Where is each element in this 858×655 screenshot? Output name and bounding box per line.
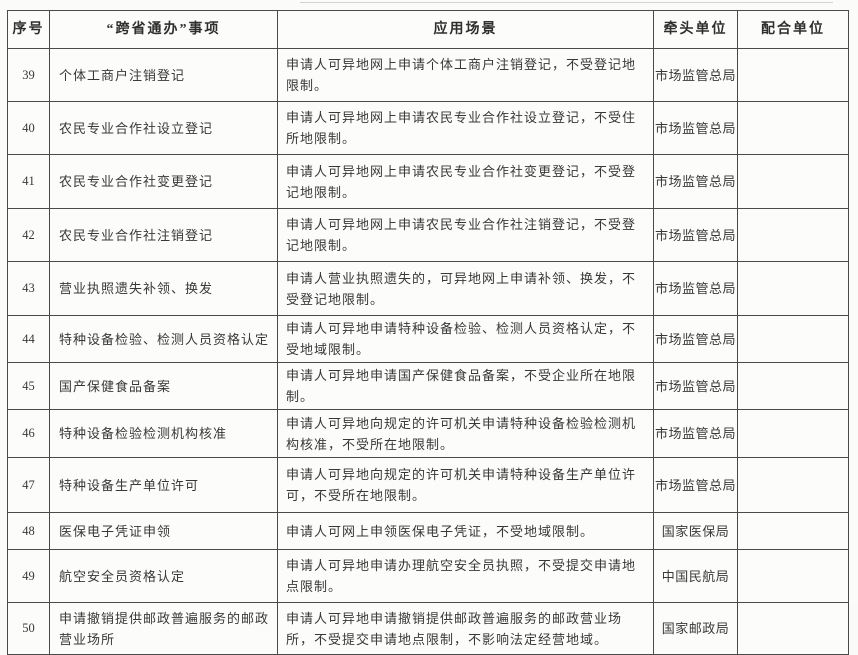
serial-number-cell: 39 [7,48,50,102]
service-item-cell: 特种设备检验、检测人员资格认定 [49,315,278,363]
support-unit-cell [737,48,849,102]
application-scenario-cell: 申请人可异地申请撤销提供邮政普遍服务的邮政营业场所，不受提交申请地点限制，不影响… [277,602,654,655]
support-unit-cell [737,602,849,655]
application-scenario-cell: 申请人可异地网上申请农民专业合作社设立登记，不受住所地限制。 [277,101,654,155]
lead-unit-cell: 国家邮政局 [653,602,738,655]
support-unit-cell [737,101,849,155]
service-item-cell: 医保电子凭证申领 [49,512,278,550]
serial-number-cell: 44 [7,315,50,363]
service-item-cell: 农民专业合作社注销登记 [49,208,278,262]
lead-unit-cell: 市场监管总局 [653,261,738,316]
serial-number-cell: 42 [7,208,50,262]
lead-unit-cell: 市场监管总局 [653,208,738,262]
serial-number-cell: 49 [7,549,50,603]
header-application-scenario: 应用场景 [277,10,654,49]
application-scenario-cell: 申请人可异地申请国产保健食品备案，不受企业所在地限制。 [277,362,654,410]
serial-number-cell: 46 [7,409,50,458]
support-unit-cell [737,549,849,603]
serial-number-cell: 41 [7,154,50,209]
application-scenario-cell: 申请人可异地网上申请农民专业合作社注销登记，不受登记地限制。 [277,208,654,262]
service-item-cell: 个体工商户注销登记 [49,48,278,102]
header-serial-number: 序号 [7,10,50,49]
header-row: 序号 “跨省通办”事项 应用场景 牵头单位 配合单位 [7,10,849,49]
support-unit-cell [737,512,849,550]
lead-unit-cell: 市场监管总局 [653,362,738,410]
lead-unit-cell: 市场监管总局 [653,101,738,155]
cross-province-services-table: 序号 “跨省通办”事项 应用场景 牵头单位 配合单位 39 个体工商户注销登记 申请… [7,10,849,655]
application-scenario-cell: 申请人可异地网上申请农民专业合作社变更登记，不受登记地限制。 [277,154,654,209]
table-row: 44 特种设备检验、检测人员资格认定 申请人可异地申请特种设备检验、检测人员资格认定… [7,315,849,363]
support-unit-cell [737,362,849,410]
service-item-cell: 国产保健食品备案 [49,362,278,410]
serial-number-cell: 43 [7,261,50,316]
table-row: 48 医保电子凭证申领 申请人可网上申领医保电子凭证，不受地域限制。 国家医保局 [7,512,849,550]
support-unit-cell [737,409,849,458]
serial-number-cell: 48 [7,512,50,550]
service-item-cell: 农民专业合作社设立登记 [49,101,278,155]
lead-unit-cell: 市场监管总局 [653,457,738,513]
service-item-cell: 航空安全员资格认定 [49,549,278,603]
application-scenario-cell: 申请人可网上申领医保电子凭证，不受地域限制。 [277,512,654,550]
serial-number-cell: 50 [7,602,50,655]
serial-number-cell: 47 [7,457,50,513]
support-unit-cell [737,457,849,513]
table-row: 47 特种设备生产单位许可 申请人可异地向规定的许可机关申请特种设备生产单位许可，不… [7,457,849,513]
support-unit-cell [737,208,849,262]
table-row: 42 农民专业合作社注销登记 申请人可异地网上申请农民专业合作社注销登记，不受登记地… [7,208,849,262]
lead-unit-cell: 市场监管总局 [653,409,738,458]
application-scenario-cell: 申请人可异地申请办理航空安全员执照，不受提交申请地点限制。 [277,549,654,603]
table-row: 45 国产保健食品备案 申请人可异地申请国产保健食品备案，不受企业所在地限制。 市场监… [7,362,849,410]
service-item-cell: 农民专业合作社变更登记 [49,154,278,209]
application-scenario-cell: 申请人可异地向规定的许可机关申请特种设备生产单位许可，不受所在地限制。 [277,457,654,513]
table-row: 46 特种设备检验检测机构核准 申请人可异地向规定的许可机关申请特种设备检验检测机构… [7,409,849,458]
lead-unit-cell: 市场监管总局 [653,48,738,102]
table-row: 43 营业执照遗失补领、换发 申请人营业执照遗失的，可异地网上申请补领、换发，不受登… [7,261,849,316]
serial-number-cell: 45 [7,362,50,410]
table-row: 49 航空安全员资格认定 申请人可异地申请办理航空安全员执照，不受提交申请地点限制。… [7,549,849,603]
serial-number-cell: 40 [7,101,50,155]
header-service-item: “跨省通办”事项 [49,10,278,49]
header-lead-unit: 牵头单位 [653,10,738,49]
application-scenario-cell: 申请人可异地申请特种设备检验、检测人员资格认定，不受地域限制。 [277,315,654,363]
application-scenario-cell: 申请人可异地网上申请个体工商户注销登记，不受登记地限制。 [277,48,654,102]
previous-row-border-remnant [300,2,833,3]
lead-unit-cell: 市场监管总局 [653,315,738,363]
support-unit-cell [737,154,849,209]
service-item-cell: 特种设备检验检测机构核准 [49,409,278,458]
table-row: 39 个体工商户注销登记 申请人可异地网上申请个体工商户注销登记，不受登记地限制。市… [7,48,849,102]
scanned-document-page: 序号 “跨省通办”事项 应用场景 牵头单位 配合单位 39 个体工商户注销登记 申请… [7,2,849,655]
application-scenario-cell: 申请人营业执照遗失的，可异地网上申请补领、换发，不受登记地限制。 [277,261,654,316]
lead-unit-cell: 中国民航局 [653,549,738,603]
lead-unit-cell: 市场监管总局 [653,154,738,209]
service-item-cell: 特种设备生产单位许可 [49,457,278,513]
support-unit-cell [737,315,849,363]
application-scenario-cell: 申请人可异地向规定的许可机关申请特种设备检验检测机构核准，不受所在地限制。 [277,409,654,458]
support-unit-cell [737,261,849,316]
table-row: 50 申请撤销提供邮政普遍服务的邮政营业场所 申请人可异地申请撤销提供邮政普遍服务的… [7,602,849,655]
lead-unit-cell: 国家医保局 [653,512,738,550]
service-item-cell: 申请撤销提供邮政普遍服务的邮政营业场所 [49,602,278,655]
table-row: 41 农民专业合作社变更登记 申请人可异地网上申请农民专业合作社变更登记，不受登记地… [7,154,849,209]
table-body: 39 个体工商户注销登记 申请人可异地网上申请个体工商户注销登记，不受登记地限制。市… [7,48,849,655]
service-item-cell: 营业执照遗失补领、换发 [49,261,278,316]
header-support-unit: 配合单位 [737,10,849,49]
table-row: 40 农民专业合作社设立登记 申请人可异地网上申请农民专业合作社设立登记，不受住所地… [7,101,849,155]
table-header: 序号 “跨省通办”事项 应用场景 牵头单位 配合单位 [7,10,849,49]
